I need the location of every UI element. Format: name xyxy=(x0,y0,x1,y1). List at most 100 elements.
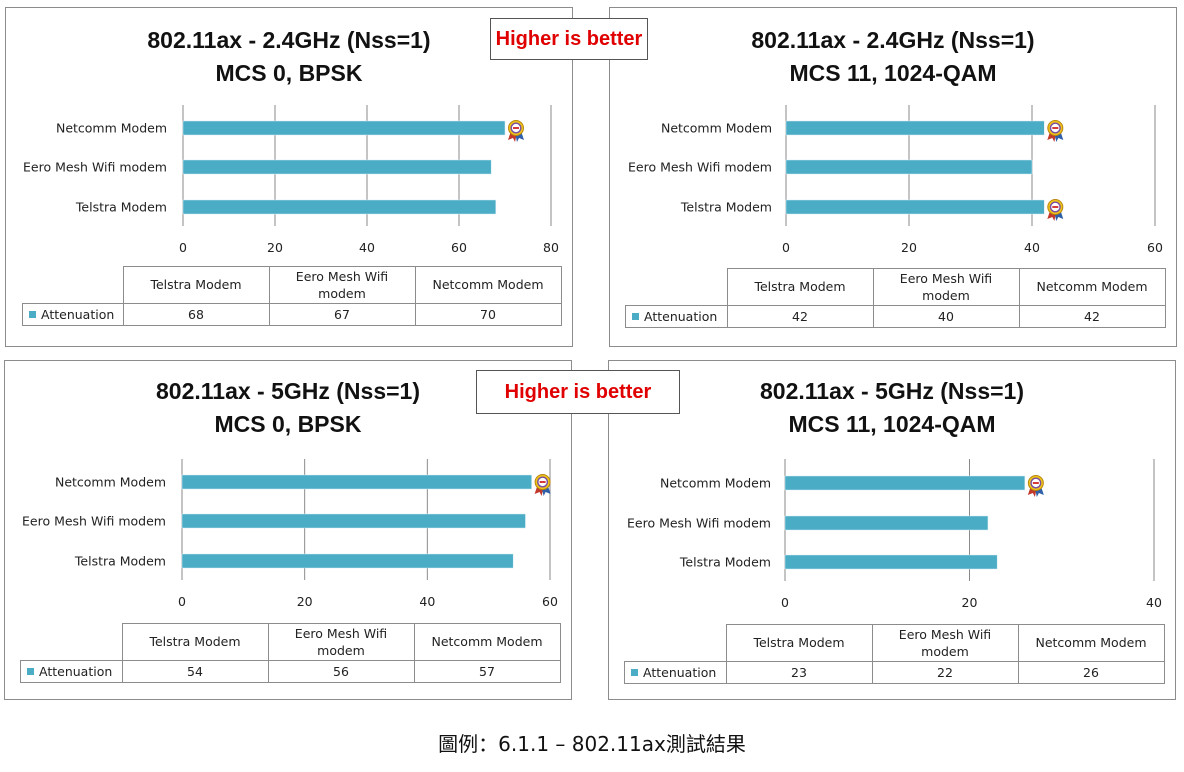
chart-title-line2: MCS 0, BPSK xyxy=(214,411,362,437)
award-ribbon-icon xyxy=(1047,199,1064,221)
table-header-netcomm: Netcomm Modem xyxy=(414,266,562,304)
legend-label: Attenuation xyxy=(41,306,115,322)
legend-swatch xyxy=(27,667,34,675)
x-tick-label: 40 xyxy=(1024,240,1040,255)
table-value-eero: 56 xyxy=(267,659,415,683)
bar-netcomm-modem xyxy=(785,120,1045,136)
table-header-netcomm: Netcomm Modem xyxy=(1018,268,1166,306)
legend-entry: Attenuation xyxy=(625,304,728,328)
bar-chart-svg: 0 20 40 60 80 Telstra Modem Eero Mesh Wifi mod… xyxy=(23,105,559,255)
table-corner xyxy=(20,623,123,661)
chart-title-line2: MCS 0, BPSK xyxy=(215,60,363,86)
bar-netcomm-modem xyxy=(182,120,506,136)
award-medal-band xyxy=(1052,206,1059,208)
bar-telstra-modem xyxy=(785,199,1045,215)
award-ribbon-icon xyxy=(1027,475,1044,497)
y-category-label: Eero Mesh Wifi modem xyxy=(23,160,167,175)
table-value-telstra: 54 xyxy=(121,659,269,683)
x-tick-label: 20 xyxy=(962,595,978,610)
x-tick-label: 40 xyxy=(359,240,375,255)
bar-netcomm-modem xyxy=(784,475,1026,491)
figure-caption: 圖例：6.1.1 – 802.11ax測試結果 xyxy=(438,732,746,756)
chart-title: 802.11ax - 5GHz (Nss=1) MCS 0, BPSK xyxy=(5,375,571,441)
legend-entry: Attenuation xyxy=(22,302,124,326)
data-table: Telstra Modem Eero Mesh Wifi modem Netco… xyxy=(625,268,1166,328)
x-tick-label: 0 xyxy=(179,240,187,255)
table-header-telstra: Telstra Modem xyxy=(726,268,874,306)
x-tick-label: 0 xyxy=(782,240,790,255)
legend-label: Attenuation xyxy=(39,663,113,679)
y-category-label: Netcomm Modem xyxy=(55,475,166,490)
table-value-netcomm: 57 xyxy=(413,659,561,683)
x-tick-label: 20 xyxy=(267,240,283,255)
legend-swatch xyxy=(29,310,36,318)
chart-title: 802.11ax - 2.4GHz (Nss=1) MCS 0, BPSK xyxy=(6,24,572,90)
award-medal-band xyxy=(1032,482,1039,484)
table-value-telstra: 42 xyxy=(726,304,874,328)
bar-telstra-modem xyxy=(182,199,497,215)
higher-is-better-badge-top: Higher is better xyxy=(490,18,648,60)
y-category-label: Eero Mesh Wifi modem xyxy=(22,514,166,529)
table-value-telstra: 68 xyxy=(122,302,270,326)
chart-title-line1: 802.11ax - 2.4GHz (Nss=1) xyxy=(147,27,431,53)
table-value-telstra: 23 xyxy=(725,660,873,684)
y-category-label: Telstra Modem xyxy=(74,554,166,569)
table-value-eero: 22 xyxy=(871,660,1019,684)
legend-swatch xyxy=(632,312,639,320)
x-tick-label: 0 xyxy=(178,594,186,609)
award-medal-band xyxy=(513,127,519,129)
chart-panel-24ghz-mcs0: 802.11ax - 2.4GHz (Nss=1) MCS 0, BPSK 0 2… xyxy=(5,7,573,347)
table-value-eero: 40 xyxy=(872,304,1020,328)
x-tick-label: 0 xyxy=(781,595,789,610)
award-ribbon-icon xyxy=(1047,120,1064,142)
x-tick-label: 60 xyxy=(451,240,467,255)
award-medal-band xyxy=(539,481,546,483)
chart-panel-5ghz-mcs0: 802.11ax - 5GHz (Nss=1) MCS 0, BPSK 0 20 4… xyxy=(4,360,572,700)
x-tick-label: 20 xyxy=(297,594,313,609)
chart-title: 802.11ax - 2.4GHz (Nss=1) MCS 11, 1024-Q… xyxy=(610,24,1176,90)
table-header-eero: Eero Mesh Wifi modem xyxy=(871,624,1019,662)
x-tick-label: 40 xyxy=(1146,595,1162,610)
x-tick-label: 80 xyxy=(543,240,559,255)
bar-eero-mesh-wifi-modem xyxy=(785,159,1033,175)
chart-title-line1: 802.11ax - 5GHz (Nss=1) xyxy=(759,378,1025,404)
table-corner xyxy=(624,624,727,662)
chart-panel-24ghz-mcs11: 802.11ax - 2.4GHz (Nss=1) MCS 11, 1024-Q… xyxy=(609,7,1177,347)
y-category-label: Eero Mesh Wifi modem xyxy=(627,516,771,531)
chart-title-line1: 802.11ax - 2.4GHz (Nss=1) xyxy=(751,27,1035,53)
legend-label: Attenuation xyxy=(644,308,718,324)
table-value-netcomm: 70 xyxy=(414,302,562,326)
chart-title-line2: MCS 11, 1024-QAM xyxy=(788,411,996,437)
table-value-netcomm: 42 xyxy=(1018,304,1166,328)
table-value-netcomm: 26 xyxy=(1017,660,1165,684)
y-category-label: Netcomm Modem xyxy=(56,121,167,136)
legend-swatch xyxy=(631,668,638,676)
legend-label: Attenuation xyxy=(643,664,717,680)
data-table: Telstra Modem Eero Mesh Wifi modem Netco… xyxy=(20,623,561,683)
bar-chart-svg: 0 20 40 60 Telstra Modem Eero Mesh Wifi modem… xyxy=(22,459,558,609)
table-header-telstra: Telstra Modem xyxy=(122,266,270,304)
chart-title-line1: 802.11ax - 5GHz (Nss=1) xyxy=(155,378,421,404)
x-tick-label: 40 xyxy=(419,594,435,609)
award-ribbon-icon xyxy=(534,474,551,496)
higher-is-better-badge-bottom: Higher is better xyxy=(476,370,680,414)
y-category-label: Netcomm Modem xyxy=(661,121,772,136)
table-header-eero: Eero Mesh Wifi modem xyxy=(267,623,415,661)
data-table: Telstra Modem Eero Mesh Wifi modem Netco… xyxy=(22,266,562,326)
legend-entry: Attenuation xyxy=(624,660,727,684)
table-header-eero: Eero Mesh Wifi modem xyxy=(872,268,1020,306)
y-category-label: Telstra Modem xyxy=(679,555,771,570)
y-category-label: Eero Mesh Wifi modem xyxy=(628,160,772,175)
bar-netcomm-modem xyxy=(181,474,532,490)
legend-entry: Attenuation xyxy=(20,659,123,683)
table-corner xyxy=(22,266,124,304)
bar-telstra-modem xyxy=(181,553,514,569)
bar-eero-mesh-wifi-modem xyxy=(182,159,492,175)
award-ribbon-icon xyxy=(508,120,524,142)
x-tick-label: 20 xyxy=(901,240,917,255)
y-category-label: Netcomm Modem xyxy=(660,476,771,491)
data-table: Telstra Modem Eero Mesh Wifi modem Netco… xyxy=(624,624,1165,684)
y-category-label: Telstra Modem xyxy=(75,200,167,215)
bar-eero-mesh-wifi-modem xyxy=(784,515,989,531)
bar-eero-mesh-wifi-modem xyxy=(181,513,526,529)
